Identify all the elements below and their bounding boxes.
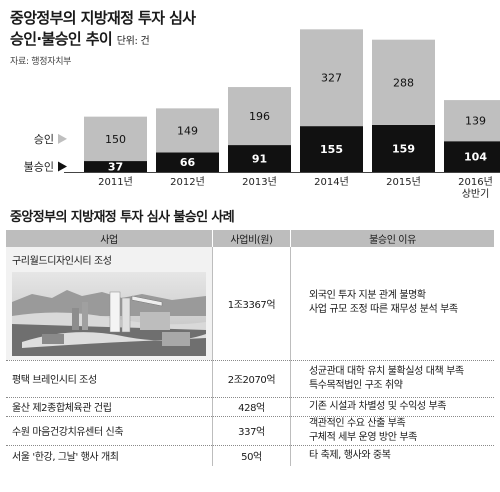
- data-label-rejected: 104: [464, 151, 487, 164]
- data-label-approved: 327: [321, 72, 342, 85]
- bar-rejected: [84, 161, 147, 172]
- x-tick-label: 2011년: [98, 176, 133, 188]
- table-title: 중앙정부의 지방재정 투자 심사 불승인 사례: [10, 210, 235, 225]
- project-name: 수원 마음건강치유센터 신축: [6, 416, 213, 446]
- legend-marker-approved: [58, 133, 67, 144]
- project-name: 구리월드디자인시티 조성: [12, 256, 112, 267]
- reason-line: 타 축제, 행사와 중복: [309, 449, 391, 461]
- x-tick-label: 2016년: [458, 176, 493, 188]
- header-reason: 불승인 이유: [290, 230, 494, 247]
- table-row: 구리월드디자인시티 조성: [6, 247, 494, 361]
- data-label-approved: 139: [465, 115, 486, 128]
- reason-cell: 타 축제, 행사와 중복: [291, 445, 495, 466]
- bar-approved: [372, 39, 435, 125]
- cost-cell: 50억: [212, 445, 291, 466]
- bar-approved: [84, 116, 147, 162]
- x-tick-label: 2015년: [386, 176, 421, 188]
- unit-label: 단위: 건: [116, 36, 150, 47]
- bar-approved: [300, 29, 363, 127]
- table-header-row: 사업 사업비(원) 불승인 이유: [6, 230, 494, 247]
- reason-line: 구체적 세부 운영 방안 부족: [309, 431, 417, 443]
- header-cost: 사업비(원): [212, 230, 291, 247]
- reason-line: 기존 시설과 차별성 및 수익성 부족: [309, 400, 447, 412]
- cost-cell: 337억: [212, 416, 291, 446]
- table-row: 울산 제2종합체육관 건립 428억 기존 시설과 차별성 및 수익성 부족: [6, 397, 494, 417]
- chart-title-line2: 승인·불승인 추이 단위: 건: [10, 29, 195, 52]
- project-name: 평택 브레인시티 조성: [6, 360, 213, 398]
- header-project: 사업: [6, 230, 213, 247]
- cost-cell: 1조3367억: [212, 247, 291, 361]
- reason-cell: 객관적인 수요 산출 부족 구체적 세부 운영 방안 부족: [290, 416, 494, 446]
- bar-rejected: [444, 141, 500, 172]
- data-label-rejected: 66: [180, 156, 196, 169]
- data-label-rejected: 155: [320, 143, 343, 156]
- data-label-rejected: 37: [108, 161, 123, 174]
- project-cell: 구리월드디자인시티 조성: [6, 247, 213, 361]
- legend-marker-rejected: [58, 161, 67, 172]
- x-tick-label: 2012년: [170, 176, 205, 188]
- reason-line: 특수목적법인 구조 취약: [309, 379, 403, 391]
- reason-line: 객관적인 수요 산출 부족: [309, 417, 406, 429]
- data-label-approved: 196: [249, 110, 270, 123]
- stacked-bar-chart: 37 150 2011년 66 149 2012년 91 196 2013년 155 327 2014…: [24, 29, 500, 200]
- x-tick-label: 상반기: [462, 188, 490, 200]
- data-label-approved: 288: [393, 76, 414, 89]
- x-tick-label: 2013년: [242, 176, 277, 188]
- reason-line: 사업 규모 조정 따른 재무성 분석 부족: [309, 304, 458, 316]
- data-label-rejected: 159: [392, 142, 415, 155]
- cost-cell: 2조2070억: [212, 360, 291, 398]
- reason-cell: 성균관대 대학 유치 불확실성 대책 부족 특수목적법인 구조 취약: [290, 360, 494, 398]
- bar-rejected: [372, 124, 435, 172]
- source-note: 자료: 행정자치부: [10, 57, 72, 67]
- reason-cell: 기존 시설과 차별성 및 수익성 부족: [290, 397, 494, 417]
- x-tick-label: 2014년: [314, 176, 349, 188]
- design-city-rendering-image: [12, 272, 206, 356]
- legend-label-approved: 승인: [34, 133, 54, 146]
- bar-rejected: [156, 152, 219, 172]
- reason-line: 외국인 투자 지분 관계 불명확: [309, 290, 426, 302]
- chart-title-line1: 중앙정부의 지방재정 투자 심사: [10, 9, 196, 27]
- data-label-approved: 150: [105, 133, 126, 146]
- reason-cell: 외국인 투자 지분 관계 불명확 사업 규모 조정 따른 재무성 분석 부족: [290, 247, 494, 361]
- data-label-rejected: 91: [252, 153, 267, 166]
- bar-rejected: [228, 145, 291, 172]
- chart-title: 중앙정부의 지방재정 투자 심사 승인·불승인 추이 단위: 건: [10, 8, 196, 52]
- reason-line: 성균관대 대학 유치 불확실성 대책 부족: [309, 365, 464, 377]
- data-label-approved: 149: [177, 124, 198, 137]
- rejection-cases-table: 사업 사업비(원) 불승인 이유 구리월드디자인시티 조성: [6, 230, 494, 466]
- table-row: 서울 '한강, 그날' 행사 개최 50억 타 축제, 행사와 중복: [6, 445, 494, 466]
- bar-rejected: [300, 126, 363, 172]
- bar-approved: [228, 87, 291, 146]
- table-row: 수원 마음건강치유센터 신축 337억 객관적인 수요 산출 부족 구체적 세부…: [6, 416, 494, 446]
- table-row: 평택 브레인시티 조성 2조2070억 성균관대 대학 유치 불확실성 대책 부…: [6, 360, 494, 398]
- bar-approved: [444, 100, 500, 142]
- legend-label-rejected: 불승인: [24, 161, 54, 174]
- cost-cell: 428억: [212, 397, 291, 417]
- bar-approved: [156, 108, 219, 153]
- chart-title-line2-text: 승인·불승인 추이: [10, 30, 113, 48]
- project-name: 서울 '한강, 그날' 행사 개최: [6, 445, 213, 466]
- project-name: 울산 제2종합체육관 건립: [6, 397, 213, 417]
